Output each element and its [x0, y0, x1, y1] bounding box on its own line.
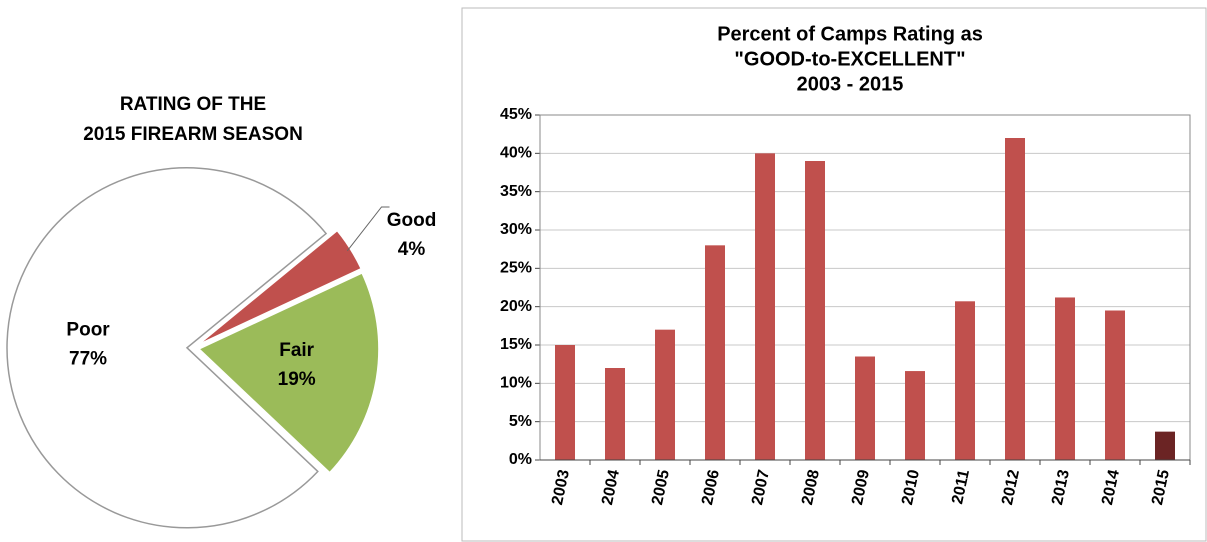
slice-value: 77%	[69, 348, 107, 369]
y-tick-label: 25%	[500, 260, 532, 277]
bar-chart-frame	[461, 7, 1207, 542]
y-tick-label: 40%	[500, 145, 532, 162]
bar	[1155, 431, 1175, 460]
x-tick-label: 2011	[949, 468, 973, 506]
pie-title: RATING OF THE	[120, 94, 266, 115]
bar	[555, 345, 575, 460]
bar-title: 2003 - 2015	[797, 73, 904, 95]
bar	[605, 368, 625, 460]
slice-label: Fair	[279, 340, 314, 361]
bar	[1105, 310, 1125, 460]
bar	[755, 153, 775, 461]
bar	[1005, 138, 1025, 460]
bar	[705, 245, 725, 460]
pie-slice	[197, 229, 363, 346]
pie-slice	[197, 271, 380, 474]
y-tick-label: 15%	[500, 336, 532, 353]
slice-label: Poor	[66, 319, 110, 340]
y-tick-label: 45%	[500, 106, 532, 123]
pie-slice	[6, 167, 328, 529]
y-tick-label: 30%	[500, 221, 532, 238]
y-tick-label: 20%	[500, 298, 532, 315]
y-tick-label: 0%	[509, 451, 532, 468]
bar-title: Percent of Camps Rating as	[717, 23, 983, 45]
bar	[905, 371, 925, 460]
y-tick-label: 5%	[509, 413, 532, 430]
slice-label: Good	[387, 210, 437, 231]
pie-title: 2015 FIREARM SEASON	[83, 124, 303, 145]
bar	[805, 161, 825, 460]
y-tick-label: 35%	[500, 183, 532, 200]
bar-title: "GOOD-to-EXCELLENT"	[734, 48, 965, 70]
slice-value: 19%	[278, 369, 316, 390]
bar	[655, 329, 675, 460]
slice-value: 4%	[398, 239, 426, 260]
bar	[855, 356, 875, 460]
bar	[1055, 297, 1075, 460]
y-tick-label: 10%	[500, 375, 532, 392]
leader-line	[346, 206, 390, 252]
bar	[955, 301, 975, 460]
